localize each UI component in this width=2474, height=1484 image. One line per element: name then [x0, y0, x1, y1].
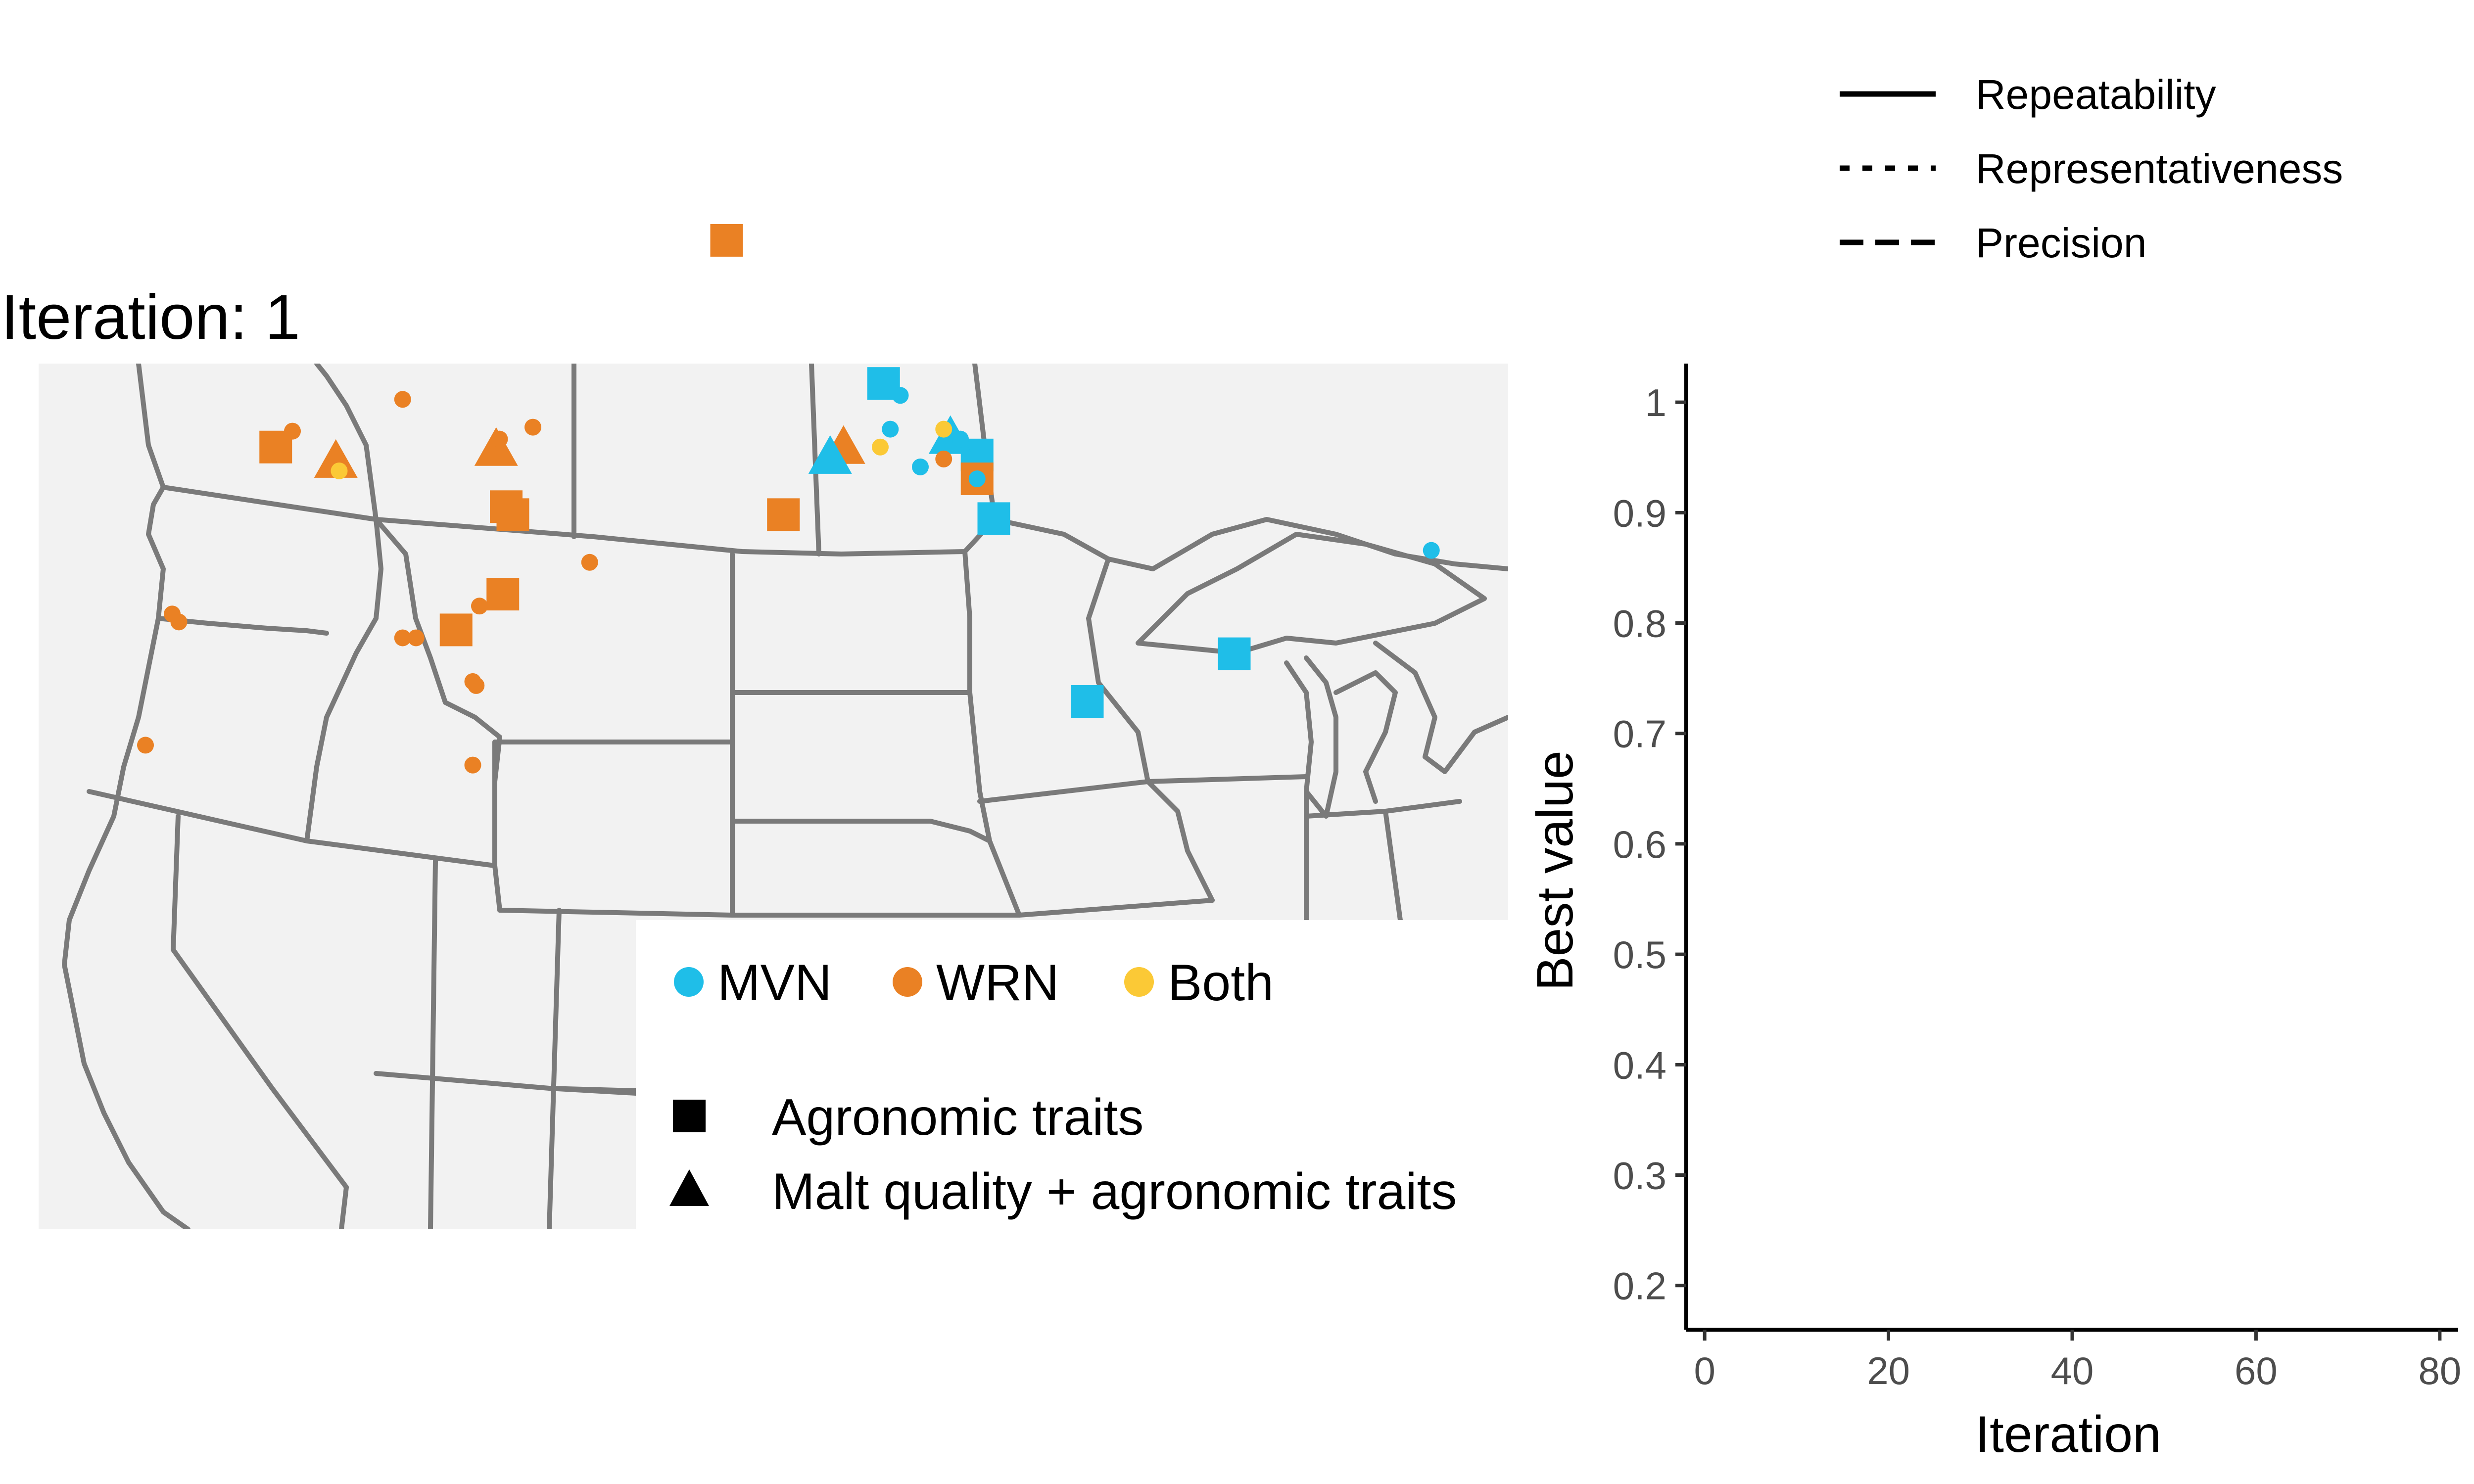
site-circle-wrn-23 [524, 418, 541, 436]
co-north-border [497, 908, 735, 918]
mn-ia-border [977, 779, 1150, 804]
legend-key-triangle [669, 1169, 709, 1206]
site-square-mvn-40 [1218, 637, 1251, 670]
site-circle-wrn-32 [394, 629, 411, 647]
site-circle-wrn-7 [935, 450, 952, 467]
sask-manitoba-border [809, 364, 821, 556]
site-square-wrn-26 [496, 498, 529, 531]
line-legend: Repeatability Representativeness Precision [1840, 71, 2343, 266]
y-tick-label: 0.9 [1613, 491, 1666, 535]
nv-ut-border [428, 858, 438, 1229]
x-tick-label: 20 [1867, 1349, 1910, 1392]
sd-ne-border [730, 819, 992, 843]
site-circle-mvn-9 [912, 458, 929, 475]
x-tick-label: 40 [2051, 1349, 2094, 1392]
ca-nv-border [171, 814, 349, 1229]
site-circle-wrn-29 [471, 598, 488, 615]
map-legend-background [636, 920, 1508, 1229]
y-tick-label: 0.3 [1613, 1154, 1666, 1198]
michigan-lower [1333, 670, 1398, 804]
legend-label-repeatability: Repeatability [1976, 71, 2216, 118]
ia-mo-border [987, 838, 1215, 918]
x-tick-label: 0 [1694, 1349, 1715, 1392]
site-square-wrn-0 [710, 224, 743, 257]
x-tick-label: 80 [2418, 1349, 2461, 1392]
site-circle-mvn-3 [882, 420, 899, 438]
mn-wi-border [1086, 556, 1150, 784]
legend-label-both: Both [1168, 954, 1274, 1012]
site-circle-both-5 [935, 420, 952, 438]
map-legend: MVN WRN Both Agronomic traits Malt quality +… [636, 920, 1508, 1229]
y-tick-label: 0.6 [1613, 823, 1666, 866]
legend-label-wrn: WRN [936, 954, 1059, 1012]
id-nv-ut-border [304, 838, 497, 868]
x-tick-label: 60 [2235, 1349, 2278, 1392]
site-triangle-mvn-15 [808, 435, 852, 474]
az-nm-border [547, 1086, 638, 1093]
y-tick-label: 0.5 [1613, 933, 1666, 976]
site-square-wrn-16 [767, 498, 800, 531]
site-circle-wrn-27 [581, 554, 598, 571]
wa-id-border [374, 517, 383, 621]
site-circle-wrn-36 [170, 613, 188, 631]
y-tick-label: 0.8 [1613, 602, 1666, 646]
ut-co-border [547, 908, 562, 1229]
site-circle-wrn-37 [137, 737, 154, 754]
wy-co-ut-border [492, 863, 502, 913]
or-id-border [304, 616, 379, 843]
mi-oh-border [1304, 799, 1462, 819]
chart-axes: 0.2 0.3 0.4 0.5 0.6 0.7 0.8 0.9 1 0 20 40 60 80 [1613, 364, 2461, 1392]
legend-key-square [673, 1100, 706, 1132]
site-circle-wrn-38 [464, 756, 481, 774]
site-square-mvn-13 [977, 502, 1010, 535]
legend-label-triangle: Malt quality + agronomic traits [772, 1163, 1457, 1220]
lake-huron [1373, 641, 1508, 774]
state-borders [62, 364, 1508, 1229]
legend-label-representativeness: Representativeness [1976, 145, 2343, 192]
ia-il-border [1145, 779, 1215, 903]
y-tick-label: 0.2 [1613, 1264, 1666, 1308]
y-tick-label: 1 [1645, 381, 1666, 424]
y-axis-label: Best value [1526, 750, 1584, 991]
legend-key-wrn [893, 967, 922, 997]
site-circle-wrn-31 [407, 629, 425, 647]
legend-label-square: Agronomic traits [772, 1089, 1143, 1146]
legend-key-both [1124, 967, 1154, 997]
site-circle-mvn-2 [892, 387, 909, 404]
canada-province-border [136, 364, 166, 490]
site-circle-mvn-6 [952, 430, 969, 448]
site-square-wrn-28 [486, 578, 520, 611]
pacific-coast [62, 485, 190, 1229]
legend-label-precision: Precision [1976, 220, 2146, 266]
wi-il-border [1145, 774, 1309, 784]
legend-key-mvn [674, 967, 704, 997]
site-circle-both-8 [872, 438, 889, 456]
in-oh-border [1383, 809, 1403, 923]
y-tick-label: 0.7 [1613, 712, 1666, 756]
bc-alberta-border [314, 364, 379, 522]
page-title: Iteration: 1 [1, 282, 300, 353]
site-square-wrn-30 [439, 613, 473, 647]
site-circle-wrn-21 [394, 391, 411, 408]
site-square-mvn-39 [1071, 685, 1104, 718]
site-circle-wrn-22 [491, 430, 508, 448]
wa-or-border [156, 616, 329, 636]
site-circle-mvn-41 [1423, 542, 1440, 559]
site-circle-wrn-34 [468, 677, 485, 694]
site-circle-both-20 [331, 462, 348, 479]
site-circle-mvn-12 [968, 470, 986, 488]
map-sites [137, 224, 1440, 774]
x-axis-label: Iteration [1975, 1406, 2161, 1463]
y-tick-label: 0.4 [1613, 1043, 1666, 1087]
or-ca-border [87, 789, 309, 843]
lake-michigan [1284, 655, 1338, 819]
legend-label-mvn: MVN [717, 954, 832, 1012]
site-circle-wrn-17 [284, 422, 301, 440]
id-mt-border [374, 517, 502, 784]
